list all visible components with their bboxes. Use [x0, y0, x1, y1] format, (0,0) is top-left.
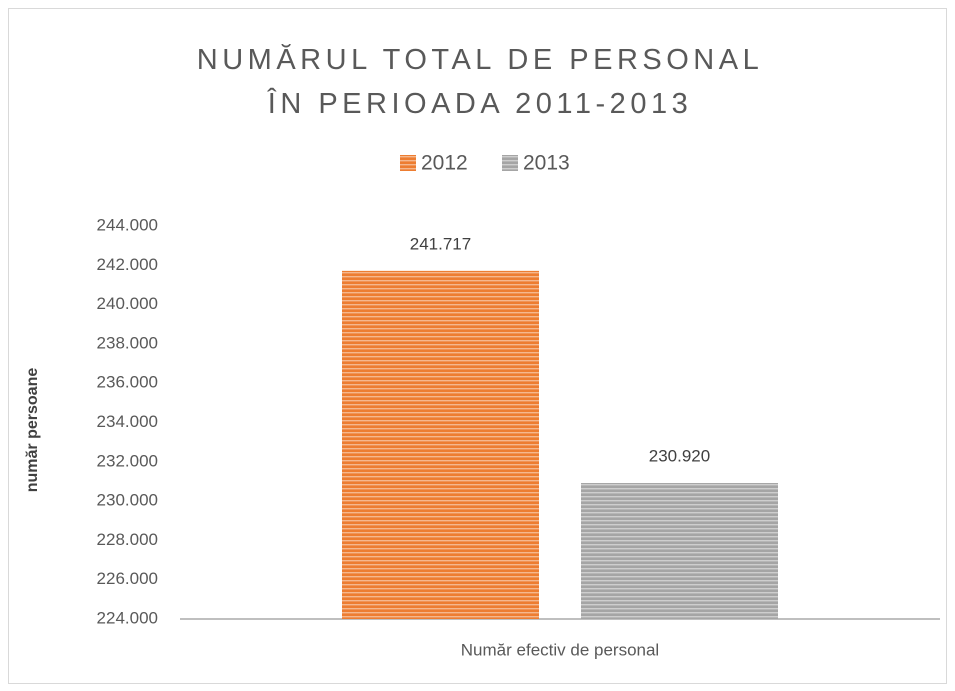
x-tick-label: Număr efectiv de personal — [461, 640, 659, 659]
bar — [342, 270, 539, 619]
y-tick-label: 228.000 — [97, 530, 158, 549]
y-tick-label: 238.000 — [97, 333, 158, 352]
legend-label: 2012 — [421, 152, 468, 175]
data-label: 241.717 — [410, 234, 471, 253]
legend-swatch — [502, 155, 518, 171]
y-tick-label: 226.000 — [97, 569, 158, 588]
y-tick-label: 232.000 — [97, 451, 158, 470]
legend-label: 2013 — [523, 152, 570, 175]
y-axis-label: număr persoane — [24, 368, 41, 493]
data-label: 230.920 — [649, 447, 710, 466]
y-tick-label: 240.000 — [97, 294, 158, 313]
chart-title: NUMĂRUL TOTAL DE PERSONAL ÎN PERIOADA 20… — [196, 44, 764, 120]
y-tick-label: 224.000 — [97, 608, 158, 627]
y-tick-label: 234.000 — [97, 412, 158, 431]
y-tick-label: 242.000 — [97, 255, 158, 274]
bar — [581, 483, 778, 619]
legend-swatch — [400, 155, 416, 171]
y-tick-label: 244.000 — [97, 215, 158, 234]
y-tick-label: 236.000 — [97, 373, 158, 392]
y-tick-label: 230.000 — [97, 491, 158, 510]
